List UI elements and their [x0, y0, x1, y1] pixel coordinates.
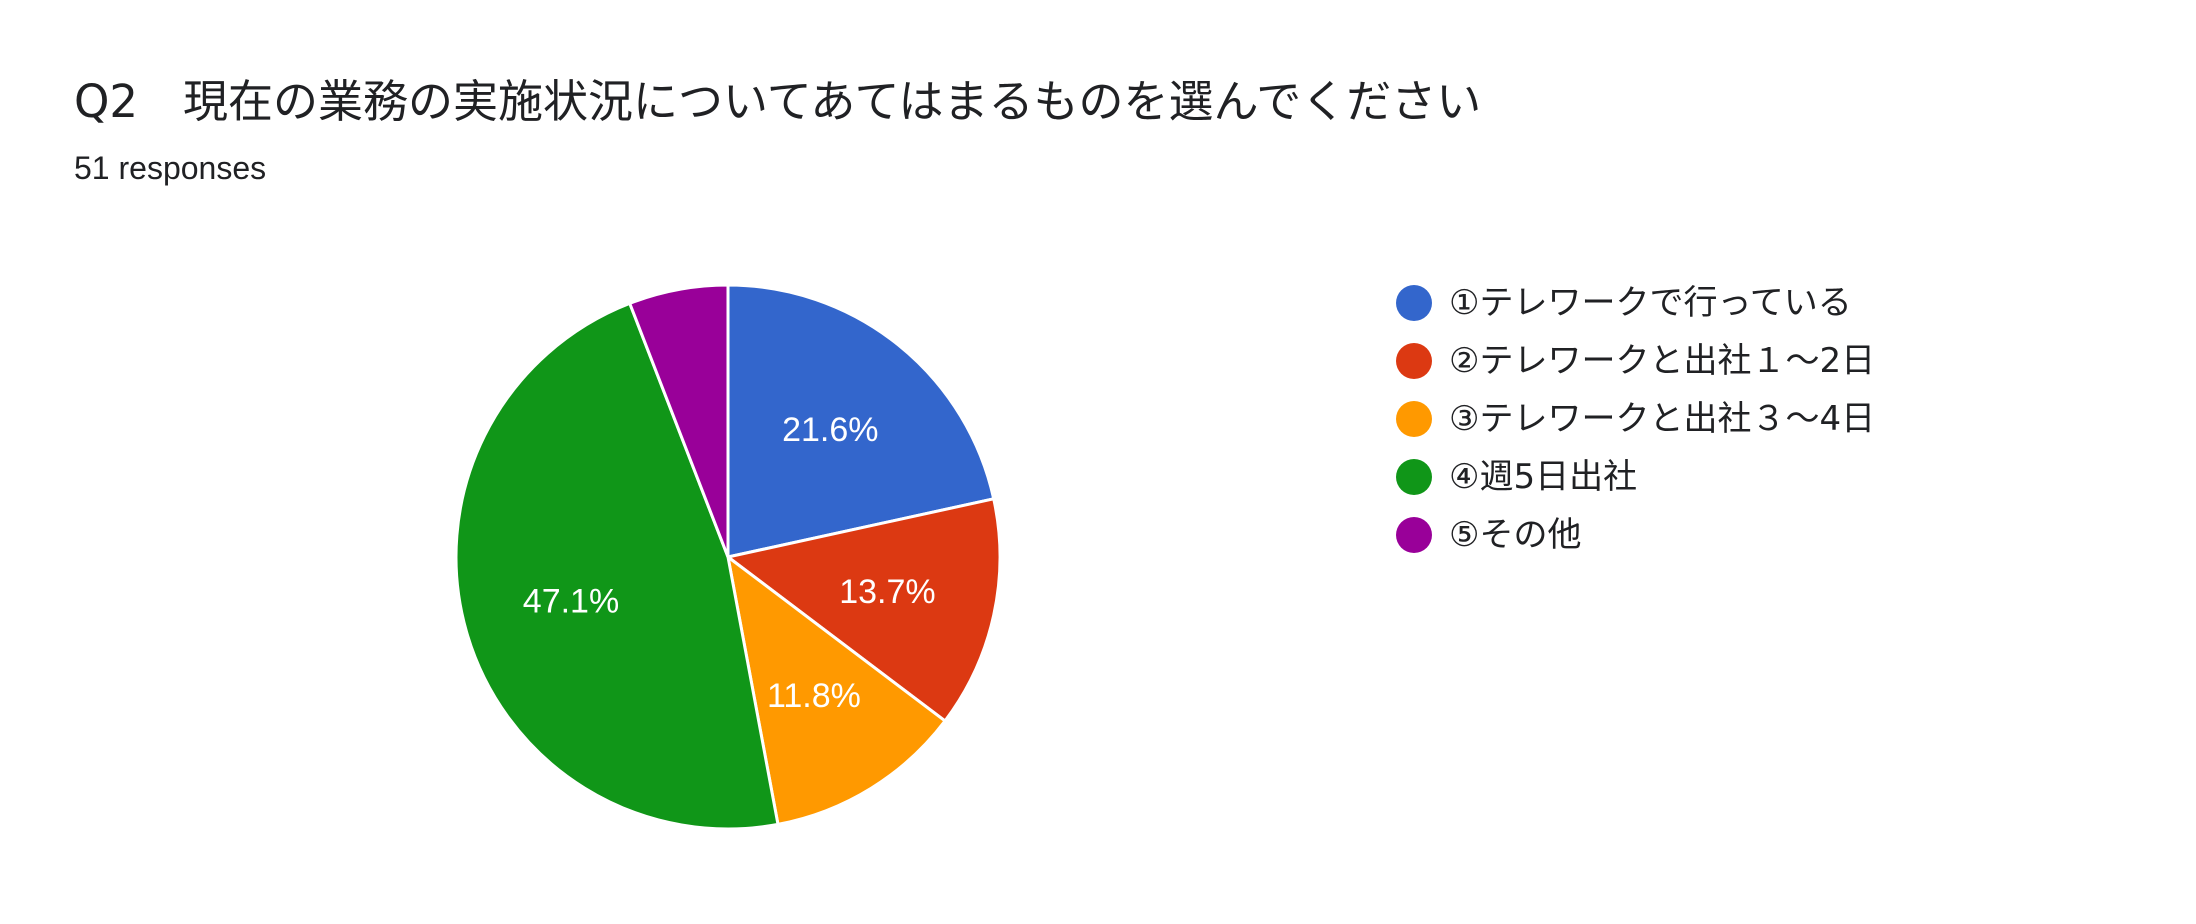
chart-legend: ①テレワークで行っている ②テレワークと出社１～2日 ③テレワークと出社３～4日 ④週… [1396, 274, 1875, 564]
slice-percent-label: 21.6% [782, 411, 878, 449]
pie-slice-labels: 21.6% 13.7% 11.8% 47.1% [523, 411, 936, 715]
pie-slice[interactable] [454, 301, 780, 831]
legend-marker-dot [1396, 285, 1432, 321]
pie-slice[interactable] [628, 283, 730, 559]
legend-item[interactable]: ③テレワークと出社３～4日 [1396, 390, 1875, 448]
legend-item[interactable]: ④週5日出社 [1396, 448, 1875, 506]
slice-percent-label: 11.8% [767, 677, 861, 715]
legend-item[interactable]: ②テレワークと出社１～2日 [1396, 332, 1875, 390]
question-title: Q2 現在の業務の実施状況についてあてはまるものを選んでください [74, 75, 1482, 128]
slice-percent-label: 13.7% [839, 573, 935, 611]
response-count: 51 responses [74, 150, 267, 186]
pie-slice[interactable] [726, 283, 996, 559]
legend-label: ①テレワークで行っている [1449, 283, 1852, 323]
legend-marker-dot [1396, 459, 1432, 495]
legend-label: ②テレワークと出社１～2日 [1449, 341, 1876, 381]
legend-item[interactable]: ⑤その他 [1396, 506, 1875, 564]
slice-percent-label: 47.1% [523, 583, 619, 621]
legend-marker-dot [1396, 517, 1432, 553]
legend-label: ④週5日出社 [1449, 457, 1638, 497]
pie-slice[interactable] [726, 497, 1002, 723]
legend-item[interactable]: ①テレワークで行っている [1396, 274, 1875, 332]
legend-label: ③テレワークと出社３～4日 [1449, 399, 1876, 439]
pie-slice[interactable] [726, 555, 947, 826]
pie-slices [454, 283, 1002, 831]
legend-label: ⑤その他 [1449, 515, 1582, 555]
legend-marker-dot [1396, 401, 1432, 437]
legend-marker-dot [1396, 343, 1432, 379]
